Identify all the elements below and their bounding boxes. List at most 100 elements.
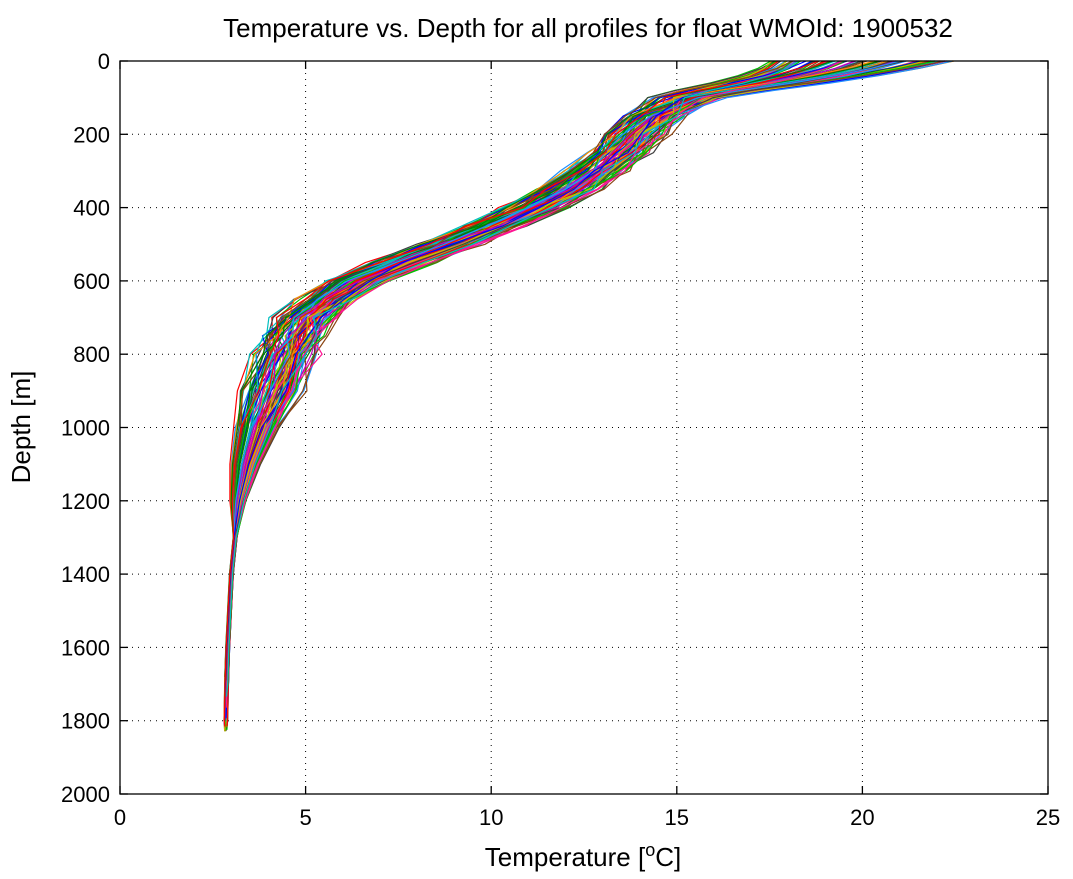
profile-line [226, 60, 867, 728]
profile-line [224, 60, 896, 695]
profile-line [225, 60, 878, 685]
x-axis-label-main: Temperature [ [485, 842, 646, 872]
profile-line [224, 60, 778, 706]
profile-line [226, 60, 907, 725]
y-tick-label: 800 [73, 342, 110, 367]
profile-lines [223, 60, 955, 732]
profile-line [226, 60, 888, 727]
profile-line [224, 60, 777, 710]
x-axis-label-sup: o [645, 840, 655, 860]
profile-line [225, 60, 917, 732]
profile-line [225, 60, 896, 679]
y-tick-label: 2000 [61, 782, 110, 807]
profile-line [225, 60, 921, 707]
x-tick-label: 20 [850, 805, 874, 830]
profile-line [225, 60, 807, 719]
grid-lines [120, 61, 1048, 794]
profile-line [224, 60, 855, 685]
profile-line [223, 60, 848, 732]
profile-line [226, 60, 889, 722]
x-tick-labels: 0 5 10 15 20 25 [114, 805, 1060, 830]
profile-line [223, 60, 819, 727]
profile-line [224, 60, 926, 684]
profile-line [225, 60, 801, 720]
profile-line [224, 60, 814, 702]
chart-title: Temperature vs. Depth for all profiles f… [223, 13, 953, 43]
profile-line [226, 60, 843, 724]
y-tick-label: 1000 [61, 416, 110, 441]
profile-line [224, 60, 820, 682]
profile-line [223, 60, 847, 726]
profile-line [224, 60, 857, 692]
x-tick-label: 0 [114, 805, 126, 830]
profile-line [224, 60, 826, 682]
profile-line [225, 60, 889, 693]
profile-line [223, 60, 903, 704]
x-tick-label: 25 [1036, 805, 1060, 830]
profile-line [224, 60, 833, 708]
axis-ticks [119, 60, 1049, 795]
profile-line [223, 60, 782, 722]
y-tick-label: 1400 [61, 562, 110, 587]
profile-line [225, 60, 771, 712]
profile-line [226, 60, 832, 715]
y-tick-label: 400 [73, 196, 110, 221]
profile-line [224, 60, 813, 722]
profile-line [224, 60, 799, 710]
profile-line [224, 60, 895, 719]
profile-line [226, 60, 826, 727]
profile-line [224, 60, 788, 725]
profile-line [226, 60, 792, 728]
profile-line [225, 60, 799, 697]
profile-line [224, 60, 815, 680]
profile-line [225, 60, 843, 726]
x-tick-label: 15 [665, 805, 689, 830]
profile-line [224, 60, 897, 722]
x-tick-label: 5 [299, 805, 311, 830]
profile-line [225, 60, 836, 679]
y-tick-label: 1600 [61, 635, 110, 660]
y-tick-labels: 0 200 400 600 800 1000 1200 1400 1600 1800 2000 [61, 49, 110, 807]
profile-line [225, 60, 877, 710]
profile-line [224, 60, 778, 702]
profile-line [226, 60, 797, 695]
y-axis-label: Depth [m] [6, 371, 36, 484]
x-axis-label: Temperature [oC] [485, 840, 681, 872]
y-tick-label: 1800 [61, 709, 110, 734]
profile-line [225, 60, 881, 690]
profile-line [223, 60, 898, 729]
profile-line [225, 60, 893, 679]
profile-line [226, 60, 922, 714]
profile-line [224, 60, 828, 703]
profile-line [225, 60, 844, 708]
x-tick-label: 10 [479, 805, 503, 830]
profile-line [226, 60, 777, 703]
profile-line [224, 60, 817, 677]
profile-line [223, 60, 899, 731]
profile-line [224, 60, 773, 732]
profile-line [226, 60, 793, 730]
x-axis-label-end: C] [655, 842, 681, 872]
profile-line [226, 60, 787, 686]
profile-line [224, 60, 883, 720]
y-tick-label: 600 [73, 269, 110, 294]
profile-line [224, 60, 932, 689]
profile-line [223, 60, 862, 708]
profile-line [224, 60, 935, 700]
profile-line [226, 60, 846, 694]
profile-line [226, 60, 841, 703]
profile-line [224, 60, 901, 693]
y-tick-label: 1200 [61, 489, 110, 514]
profile-line [225, 60, 889, 724]
profile-line [226, 60, 814, 717]
profile-line [223, 60, 875, 723]
profile-line [225, 60, 876, 689]
profile-line [223, 60, 876, 730]
profile-line [225, 60, 830, 681]
profile-line [224, 60, 905, 718]
profile-line [224, 60, 798, 691]
profile-line [225, 60, 898, 722]
profile-line [224, 60, 816, 711]
profile-line [225, 60, 879, 692]
y-tick-label: 200 [73, 122, 110, 147]
